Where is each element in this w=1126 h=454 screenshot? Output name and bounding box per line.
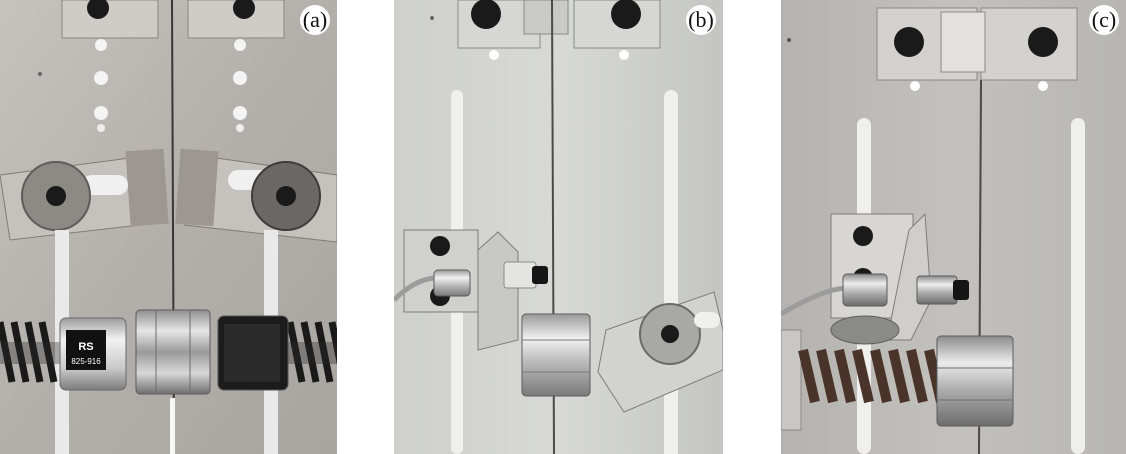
panel-label-c: (c)	[1089, 5, 1119, 35]
photo-b-illustration	[394, 0, 723, 454]
photo-panel-c: (c)	[781, 0, 1126, 454]
photo-panel-b: (b)	[394, 0, 723, 454]
panel-label-b: (b)	[686, 5, 716, 35]
photo-a-illustration: RS 825-916	[0, 0, 337, 454]
photo-c-illustration	[781, 0, 1126, 454]
panel-label-a: (a)	[300, 5, 330, 35]
coil-part-label: 825-916	[71, 357, 101, 366]
photo-panel-a: RS 825-916 (a)	[0, 0, 337, 454]
coil-logo-text: RS	[78, 341, 93, 353]
